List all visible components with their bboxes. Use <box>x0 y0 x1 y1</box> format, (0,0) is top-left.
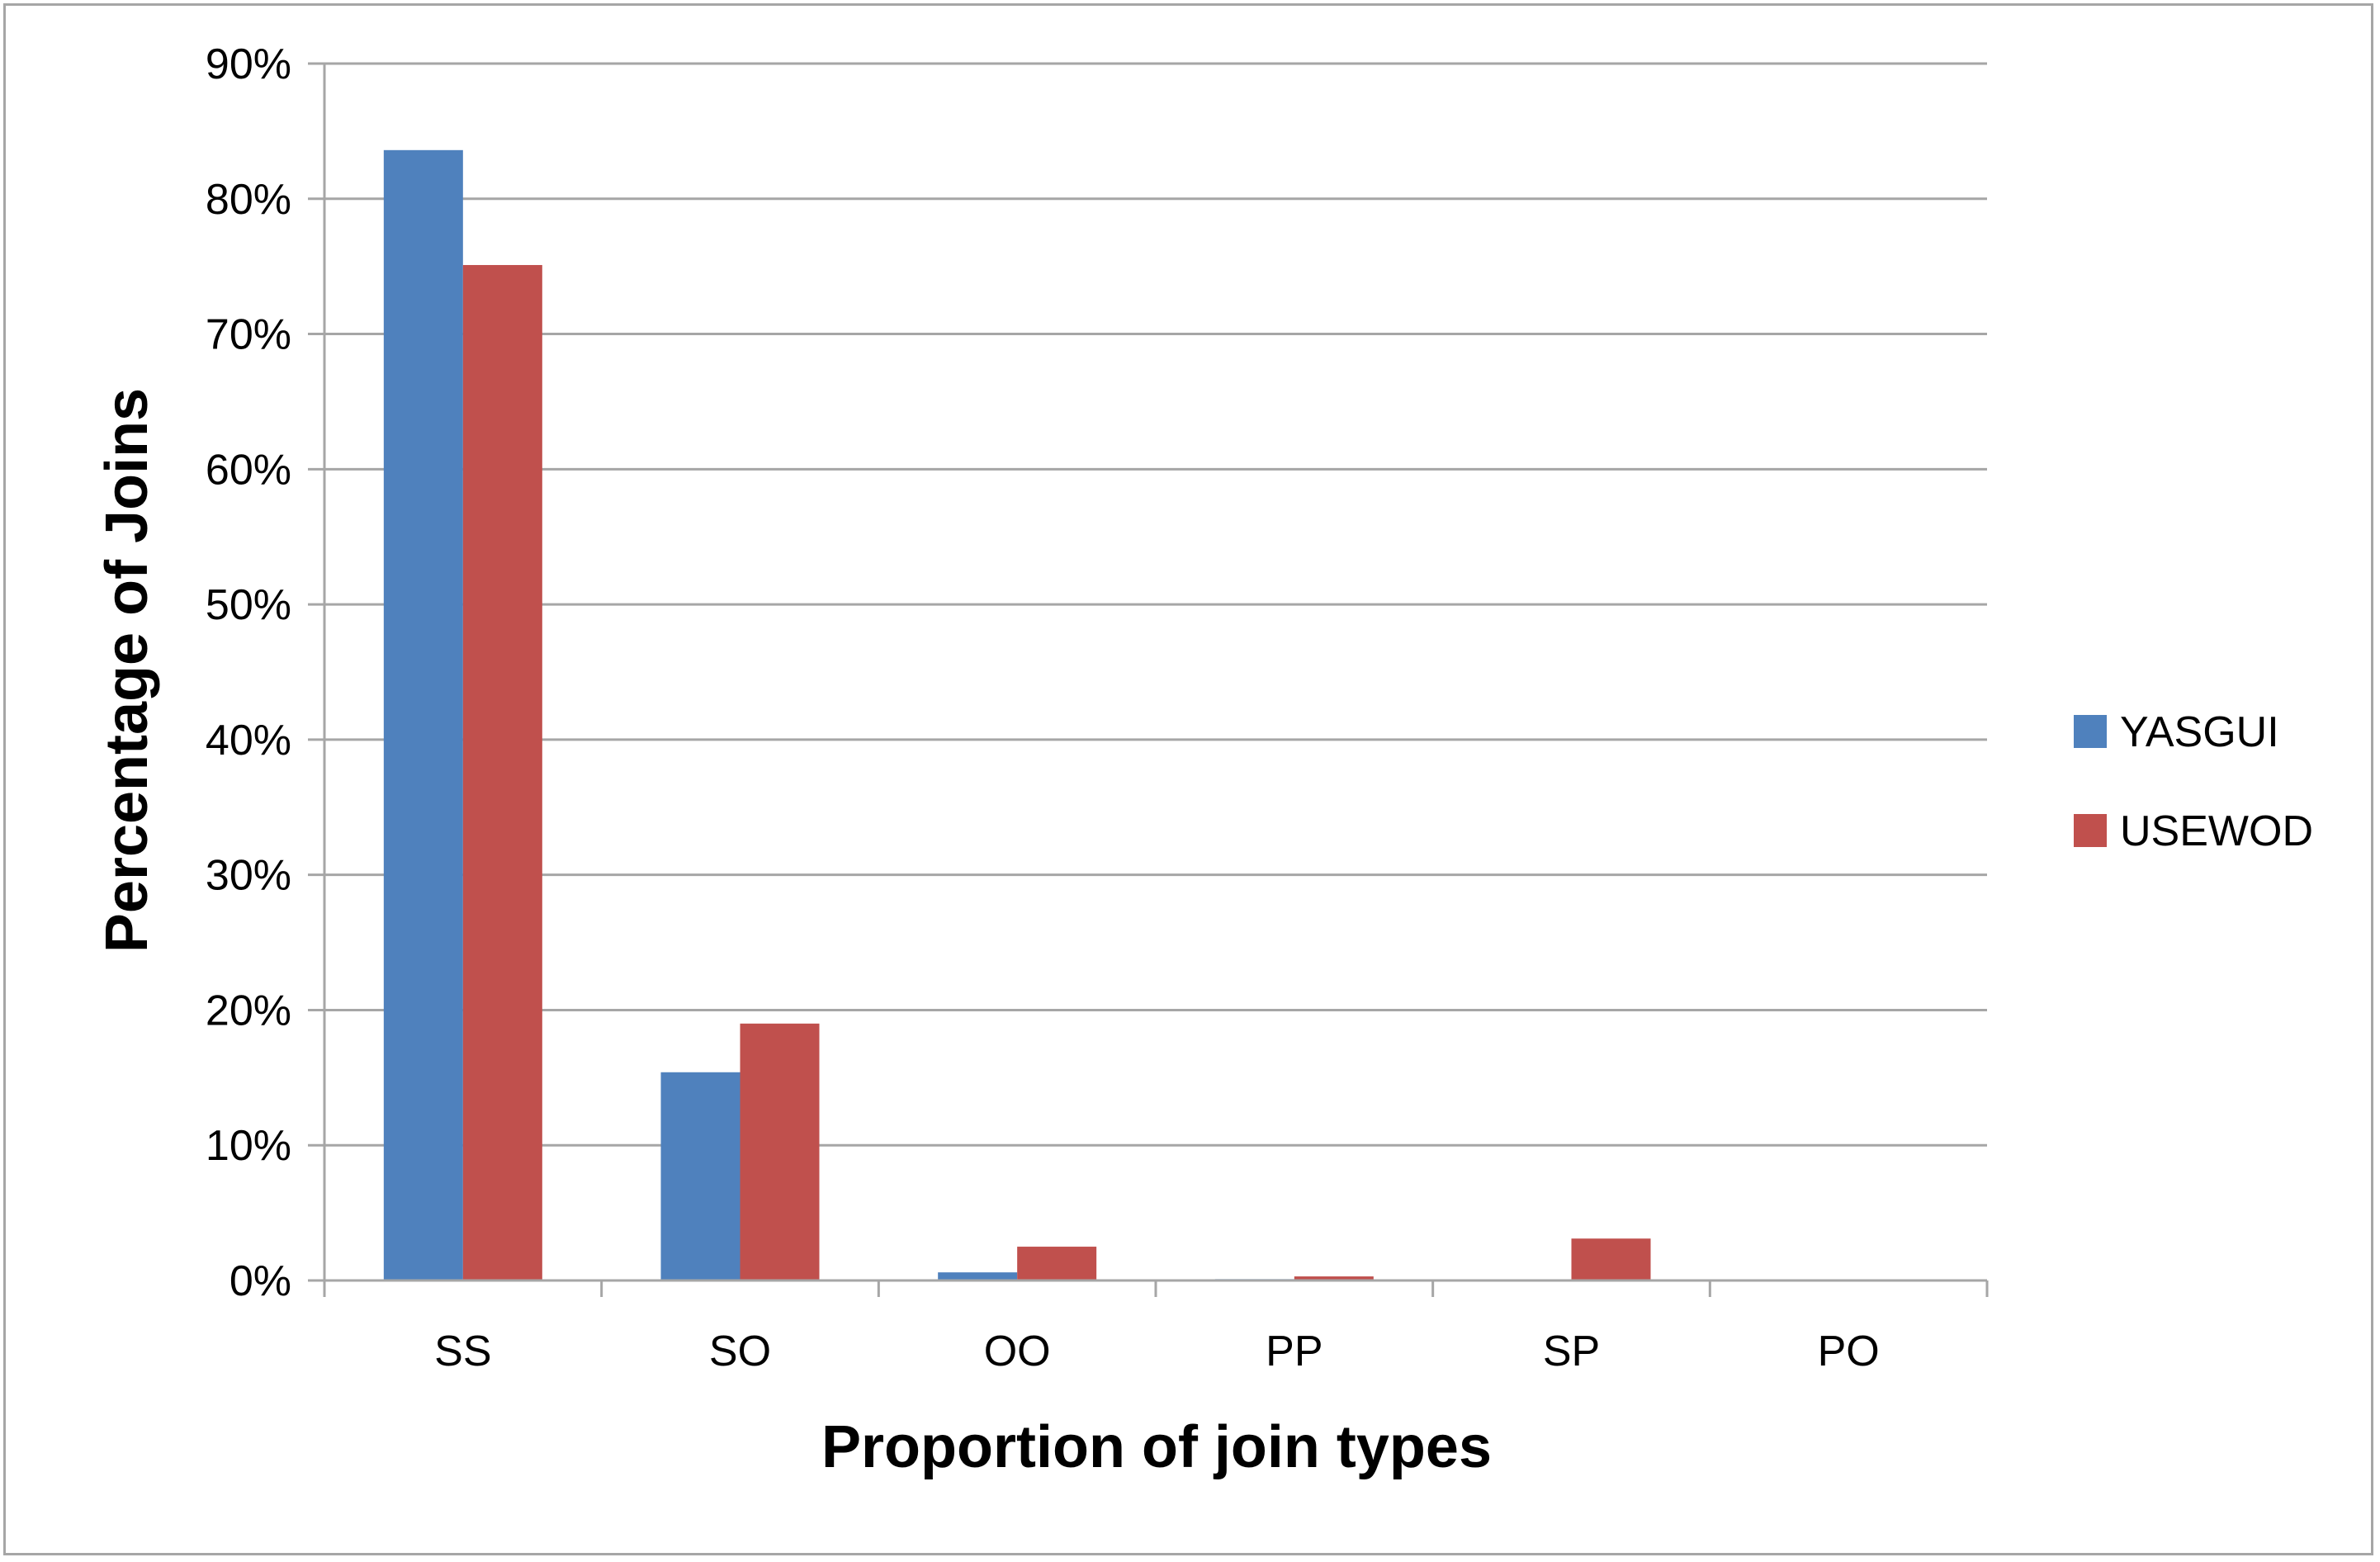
y-tick-labels: 0% 10% 20% 30% 40% 50% 60% 70% 80% 90% <box>206 40 291 1305</box>
x-axis-title: Proportion of join types <box>821 1414 1492 1480</box>
y-tick-label: 60% <box>206 446 291 494</box>
bar-usewod-ss <box>462 265 542 1280</box>
x-tick-label: OO <box>984 1328 1051 1375</box>
legend-swatch-usewod <box>2074 814 2107 847</box>
x-tick-label: PP <box>1266 1328 1322 1375</box>
bar-yasgui-oo <box>938 1272 1018 1280</box>
bar-usewod-sp <box>1571 1238 1651 1280</box>
y-tick-label: 20% <box>206 987 291 1034</box>
legend-label-yasgui: YASGUI <box>2120 708 2279 756</box>
x-tick-label: SP <box>1543 1328 1600 1375</box>
bar-yasgui-ss <box>383 149 463 1281</box>
bar-usewod-pp <box>1294 1276 1374 1280</box>
y-tick-label: 80% <box>206 176 291 224</box>
y-tick-label: 30% <box>206 852 291 900</box>
gridlines <box>308 62 1987 1282</box>
axes <box>323 64 1989 1297</box>
x-tick-label: SO <box>709 1328 771 1375</box>
bars <box>383 149 1651 1281</box>
y-tick-label: 0% <box>229 1257 291 1305</box>
x-tick-labels: SS SO OO PP SP PO <box>434 1328 1880 1375</box>
y-tick-label: 70% <box>206 311 291 359</box>
bar-yasgui-so <box>660 1072 740 1280</box>
x-tick-label: SS <box>434 1328 491 1375</box>
legend-label-usewod: USEWOD <box>2120 807 2313 855</box>
y-tick-label: 50% <box>206 581 291 629</box>
x-tick-label: PO <box>1818 1328 1880 1375</box>
bar-usewod-oo <box>1017 1247 1097 1280</box>
y-tick-label: 40% <box>206 717 291 764</box>
bar-usewod-so <box>740 1023 820 1280</box>
legend: YASGUI USEWOD <box>2074 708 2313 855</box>
y-axis-title: Percentage of Joins <box>94 388 160 953</box>
y-tick-label: 10% <box>206 1122 291 1170</box>
y-tick-label: 90% <box>206 40 291 88</box>
legend-swatch-yasgui <box>2074 715 2107 748</box>
